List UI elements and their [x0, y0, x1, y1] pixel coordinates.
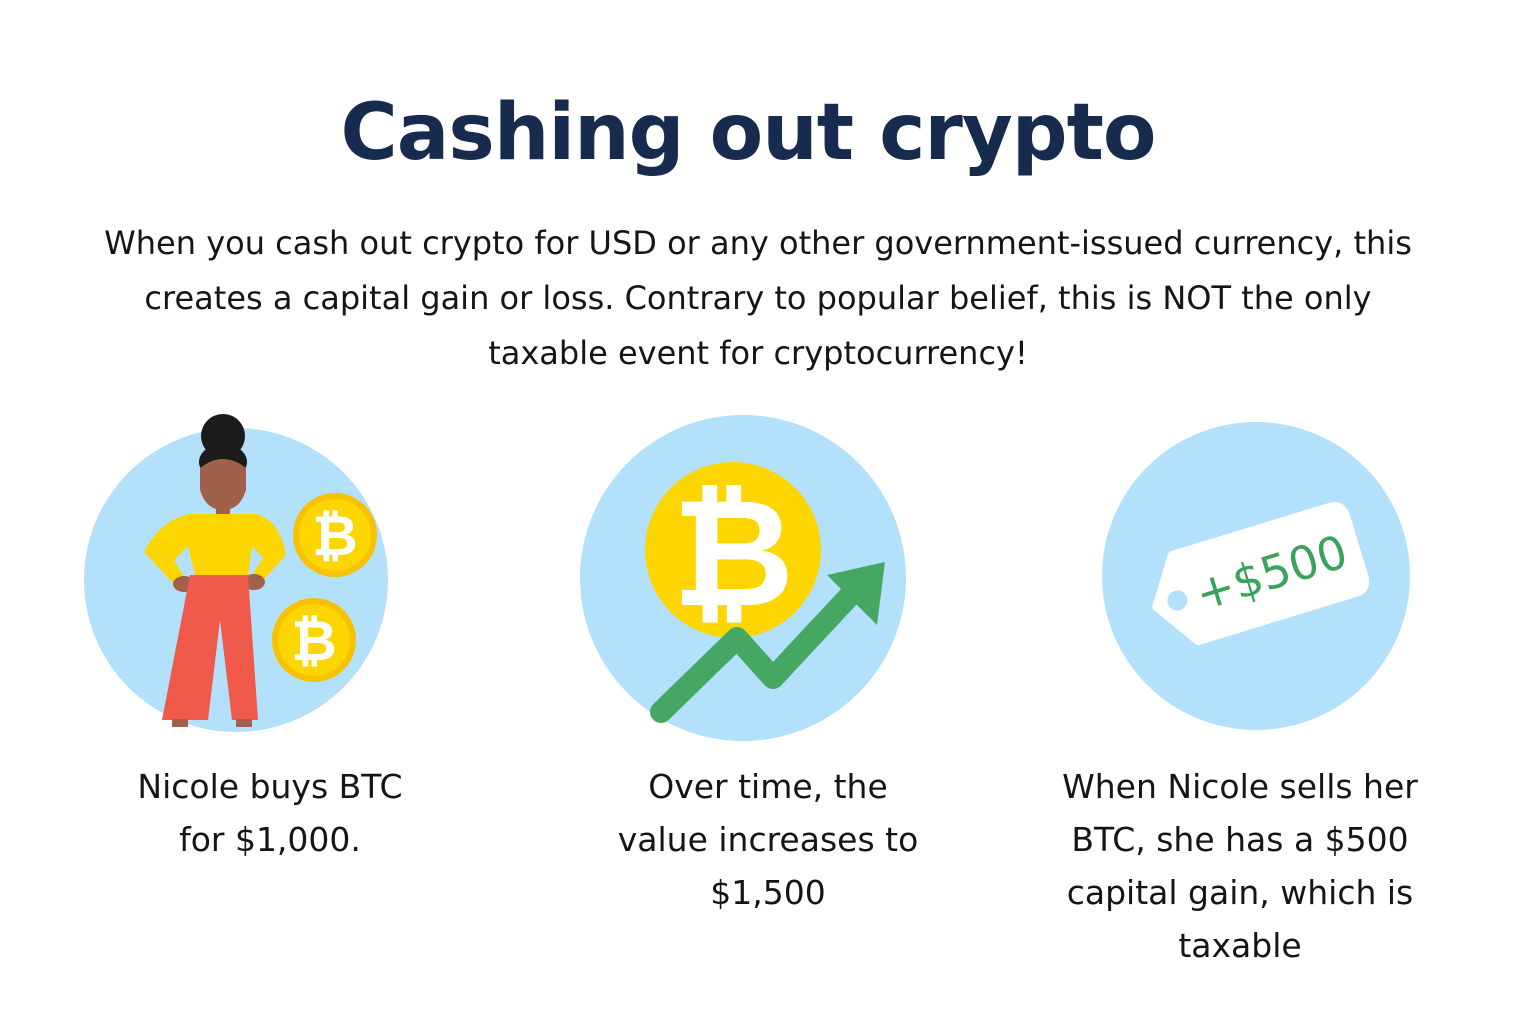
bitcoin-coin-icon: ₿	[293, 493, 377, 577]
page-title: Cashing out crypto	[340, 88, 1157, 178]
bitcoin-rising-icon: ₿	[580, 415, 906, 741]
step-1-caption: Nicole buys BTC for $1,000.	[137, 767, 403, 859]
price-tag-icon: +$500	[1102, 422, 1410, 730]
intro-text: When you cash out crypto for USD or any …	[104, 224, 1412, 372]
step-2-caption: Over time, the value increases to $1,500	[617, 767, 919, 912]
svg-text:₿: ₿	[312, 504, 358, 569]
person-with-bitcoin-icon: ₿ ₿	[84, 414, 388, 732]
svg-text:₿: ₿	[672, 467, 794, 641]
bitcoin-coin-icon: ₿	[272, 598, 356, 682]
svg-text:₿: ₿	[291, 609, 337, 674]
step-3-caption: When Nicole sells her BTC, she has a $50…	[1062, 767, 1418, 965]
